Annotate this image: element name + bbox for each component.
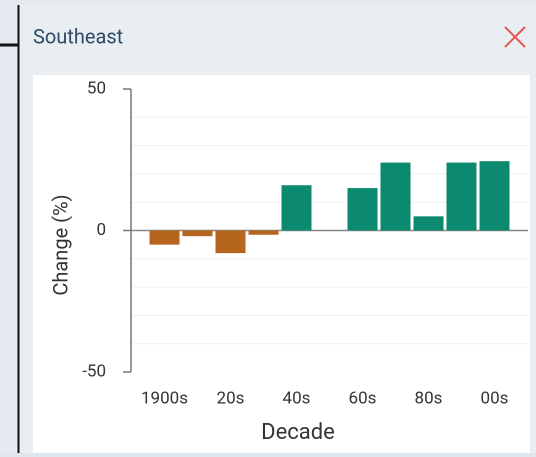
plot: -50 0 50 1900s 20s 40s 60s 80s 00s Decade Change (… (48, 78, 528, 445)
bar (215, 230, 246, 254)
close-button[interactable] (504, 26, 526, 48)
bar (413, 216, 444, 231)
bar (281, 185, 312, 231)
y-tick-label: 0 (96, 220, 106, 240)
x-tick-label: 60s (349, 388, 377, 408)
popup-title: Southeast (33, 24, 123, 48)
y-tick-label: -50 (82, 361, 106, 381)
bar (446, 162, 477, 231)
x-tick-label: 20s (217, 388, 245, 408)
y-axis-label: Change (%) (48, 194, 72, 295)
bar (248, 230, 279, 235)
bar (347, 188, 378, 231)
x-axis-label: Decade (261, 420, 335, 445)
x-tick-label: 00s (481, 388, 509, 408)
bar (479, 161, 510, 231)
y-tick-label: 50 (87, 78, 106, 98)
bar (182, 230, 213, 237)
x-tick-label: 40s (283, 388, 311, 408)
bar (149, 230, 180, 245)
x-tick-label: 80s (415, 388, 443, 408)
x-tick-label: 1900s (141, 388, 188, 408)
chart-area (33, 75, 530, 453)
bar (380, 162, 411, 231)
